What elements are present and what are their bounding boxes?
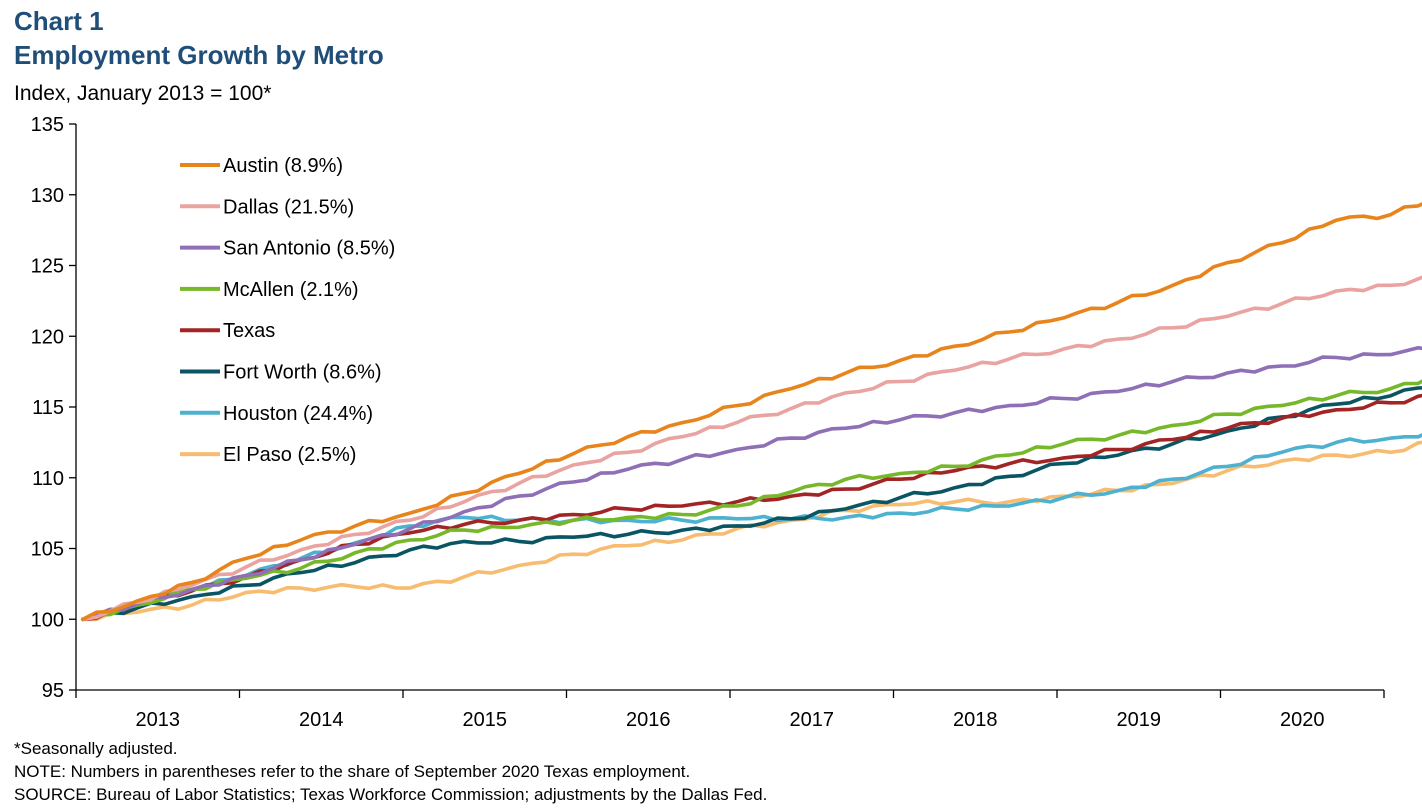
footnote-note: NOTE: Numbers in parentheses refer to th… [14,762,691,781]
legend-label: San Antonio (8.5%) [223,238,395,260]
series-line-mcallen [81,379,1422,622]
x-tick-label: 2015 [463,709,508,731]
x-tick-label: 2020 [1280,709,1325,731]
x-tick-label: 2019 [1117,709,1162,731]
series-line-fort-worth [81,386,1422,622]
series-line-el-paso [81,440,1422,622]
legend-label: Texas [223,320,275,342]
y-axis-unit-label: Index, January 2013 = 100* [14,82,272,105]
legend-label: Houston (24.4%) [223,403,373,425]
y-tick-label: 120 [31,326,64,348]
y-tick-label: 110 [32,468,64,490]
footnote-seasonal: *Seasonally adjusted. [14,739,178,758]
series-line-austin [81,202,1422,622]
y-tick-label: 100 [31,609,64,631]
y-tick-label: 130 [31,185,64,207]
x-tick-label: 2017 [790,709,835,731]
legend-label: McAllen (2.1%) [223,279,359,301]
legend: Austin (8.9%) Dallas (21.5%) San Antonio (… [180,155,395,466]
x-tick-label: 2013 [136,709,181,731]
axes: 95 100 105 110 115 120 125 130 135 2013 2014 2015 20… [31,114,1385,731]
y-tick-label: 115 [32,397,64,419]
chart-number: Chart 1 [14,6,104,36]
chart-title: Employment Growth by Metro [14,40,384,70]
y-tick-label: 95 [42,680,64,702]
legend-label: Austin (8.9%) [223,155,343,177]
y-tick-label: 125 [31,256,64,278]
series-lines [81,202,1422,622]
line-chart: 95 100 105 110 115 120 125 130 135 2013 2014 2015 20… [31,114,1422,731]
series-line-san-antonio [81,346,1422,622]
x-tick-label: 2018 [953,709,998,731]
footnote-source: SOURCE: Bureau of Labor Statistics; Texa… [14,785,768,804]
legend-label: El Paso (2.5%) [223,444,356,466]
legend-label: Dallas (21.5%) [223,196,354,218]
legend-label: Fort Worth (8.6%) [223,362,382,384]
series-line-dallas [81,275,1422,622]
y-tick-label: 105 [31,539,64,561]
x-tick-label: 2016 [626,709,671,731]
series-line-texas [81,393,1422,622]
x-tick-label: 2014 [299,709,344,731]
y-tick-label: 135 [31,114,64,136]
